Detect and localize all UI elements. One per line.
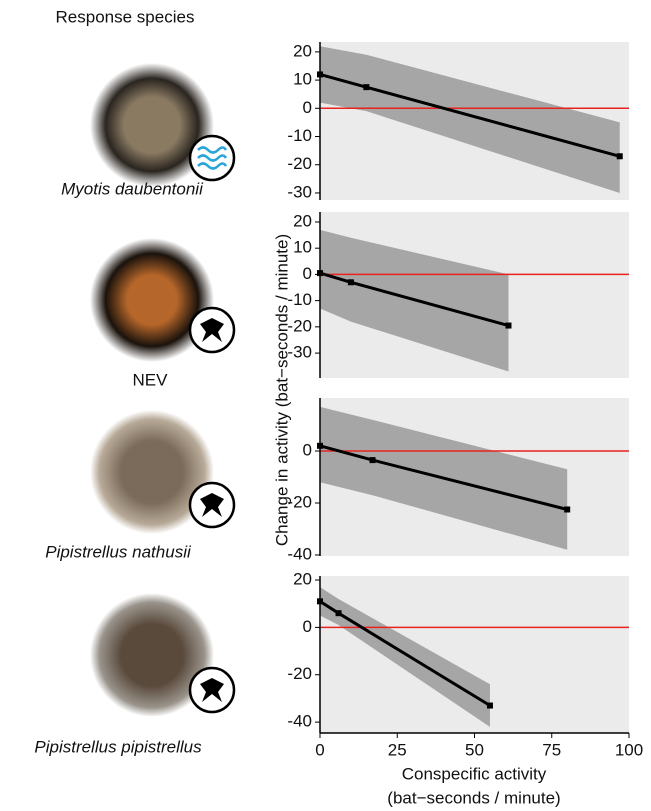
x-tick-label: 100 [615,740,643,759]
x-axis-label: (bat−seconds / minute) [387,788,560,807]
y-tick-label: 10 [293,70,312,89]
species-label: Pipistrellus nathusii [45,542,192,561]
species-label: Pipistrellus pipistrellus [34,737,202,756]
x-tick-label: 0 [315,740,324,759]
y-tick-label: -20 [287,316,312,335]
y-tick-label: -20 [287,664,312,683]
y-tick-label: -20 [287,154,312,173]
y-tick-label: -40 [287,712,312,731]
y-tick-label: 0 [303,264,312,283]
header: Response species [56,7,195,26]
y-tick-label: 10 [293,238,312,257]
x-tick-label: 50 [465,740,484,759]
point [505,323,511,329]
y-tick-label: 0 [303,440,312,459]
y-tick-label: 0 [303,617,312,636]
species-label: Myotis daubentonii [61,179,204,198]
species-photos [90,63,234,717]
y-tick-label: -40 [287,544,312,563]
point [564,506,570,512]
figure: Response species Myotis daubentonii NEV … [0,0,651,811]
point [363,84,369,90]
species-label: NEV [133,370,169,389]
point [487,703,493,709]
point [370,457,376,463]
y-tick-label: -30 [287,182,312,201]
point [336,610,342,616]
x-tick-label: 75 [542,740,561,759]
y-tick-label: -10 [287,290,312,309]
point [617,153,623,159]
y-tick-label: -10 [287,126,312,145]
y-tick-label: -20 [287,492,312,511]
y-tick-label: -30 [287,343,312,362]
y-tick-label: 0 [303,98,312,117]
y-tick-label: 20 [293,41,312,60]
y-tick-label: 20 [293,570,312,589]
y-tick-label: 20 [293,211,312,230]
x-axis-label: Conspecific activity [402,764,547,783]
point [348,279,354,285]
x-tick-label: 25 [388,740,407,759]
